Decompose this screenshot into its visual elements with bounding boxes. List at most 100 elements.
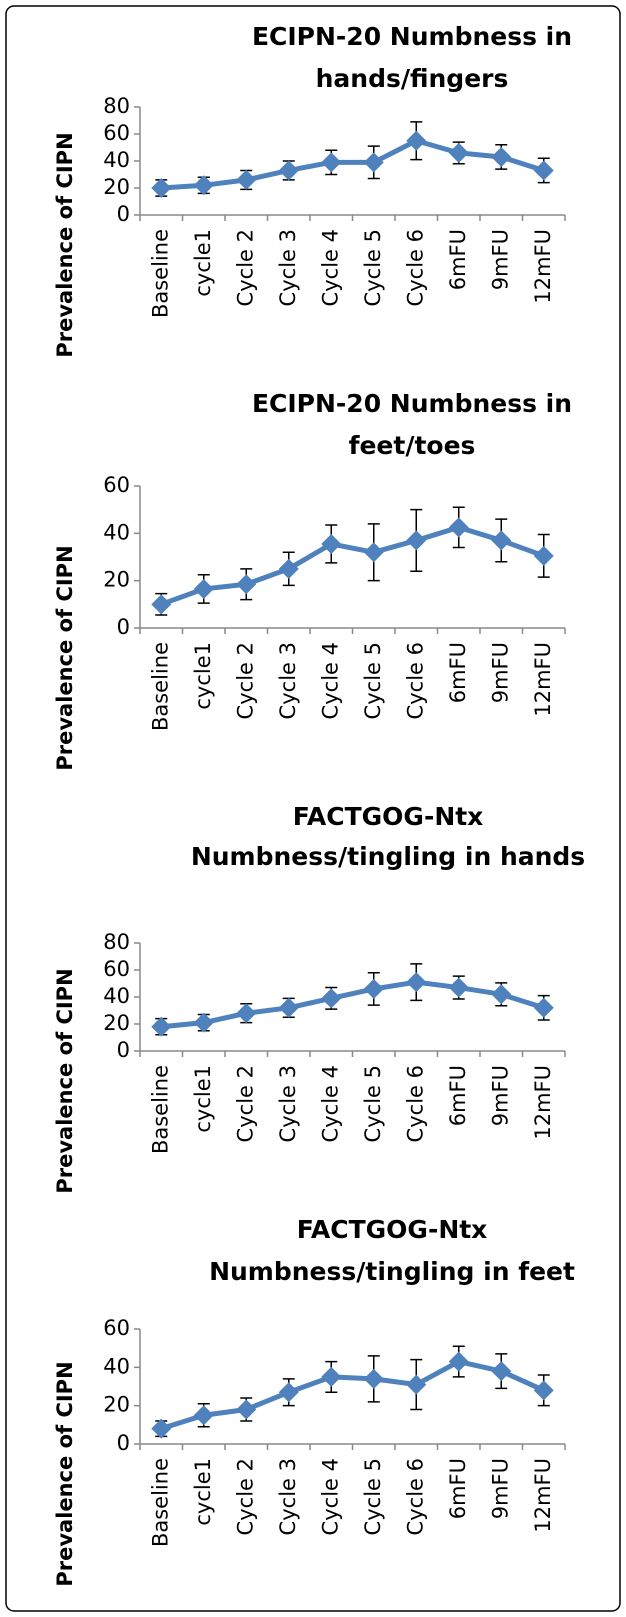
x-tick-label: 12mFU xyxy=(531,1065,555,1140)
x-tick-label: Cycle 4 xyxy=(318,642,342,719)
marker xyxy=(491,530,512,551)
y-axis-label: Prevalence of CIPN xyxy=(53,968,77,1193)
chart-title: hands/fingers xyxy=(316,64,509,93)
x-tick-label: Cycle 2 xyxy=(233,229,257,306)
x-tick-label: Baseline xyxy=(148,229,172,318)
chart-title: feet/toes xyxy=(349,431,476,460)
marker xyxy=(363,542,384,563)
x-tick-label: Cycle 3 xyxy=(276,1065,300,1142)
chart-title: ECIPN-20 Numbness in xyxy=(252,389,572,418)
y-tick-label: 40 xyxy=(103,520,130,544)
x-tick-label: Cycle 6 xyxy=(403,1065,427,1142)
y-tick-label: 20 xyxy=(103,175,130,199)
marker xyxy=(321,1366,342,1387)
x-tick-label: Cycle 5 xyxy=(361,1065,385,1142)
x-tick-label: 12mFU xyxy=(531,642,555,717)
x-tick-label: 9mFU xyxy=(488,1458,512,1519)
x-tick-label: 9mFU xyxy=(488,229,512,290)
marker xyxy=(193,578,214,599)
marker xyxy=(278,558,299,579)
marker xyxy=(193,175,214,196)
marker xyxy=(448,517,469,538)
marker xyxy=(236,574,257,595)
marker xyxy=(406,530,427,551)
marker xyxy=(448,142,469,163)
x-tick-label: cycle1 xyxy=(191,1065,215,1133)
y-axis-label: Prevalence of CIPN xyxy=(53,1361,77,1586)
x-tick-label: Cycle 3 xyxy=(276,1458,300,1535)
marker xyxy=(533,997,554,1018)
marker xyxy=(448,977,469,998)
x-tick-label: Cycle 3 xyxy=(276,642,300,719)
marker xyxy=(363,152,384,173)
marker xyxy=(406,130,427,151)
x-tick-label: 6mFU xyxy=(446,1065,470,1126)
marker xyxy=(151,1016,172,1037)
y-tick-label: 0 xyxy=(117,1038,130,1062)
chart-title: FACTGOG-Ntx xyxy=(293,802,484,831)
y-tick-label: 20 xyxy=(103,1011,130,1035)
x-tick-label: 6mFU xyxy=(446,642,470,703)
x-tick-label: 6mFU xyxy=(446,1458,470,1519)
y-tick-label: 60 xyxy=(103,1316,130,1340)
x-tick-label: Cycle 6 xyxy=(403,229,427,306)
x-tick-label: Cycle 5 xyxy=(361,642,385,719)
y-tick-label: 0 xyxy=(117,202,130,226)
y-tick-label: 20 xyxy=(103,568,130,592)
marker xyxy=(151,178,172,198)
y-tick-label: 40 xyxy=(103,1354,130,1378)
marker xyxy=(236,1003,257,1024)
x-tick-label: Baseline xyxy=(148,1065,172,1154)
series-line xyxy=(161,138,545,191)
x-tick-label: Baseline xyxy=(148,1458,172,1547)
x-tick-label: cycle1 xyxy=(191,229,215,297)
marker xyxy=(151,1418,172,1439)
marker xyxy=(406,972,427,993)
y-tick-label: 40 xyxy=(103,148,130,172)
marker xyxy=(321,533,342,554)
y-axis-label: Prevalence of CIPN xyxy=(53,132,77,357)
chart-title: Numbness/tingling in feet xyxy=(209,1257,575,1286)
x-tick-label: Baseline xyxy=(148,642,172,731)
y-axis-label: Prevalence of CIPN xyxy=(53,545,77,770)
marker xyxy=(278,997,299,1018)
x-tick-label: 12mFU xyxy=(531,229,555,304)
y-tick-label: 0 xyxy=(117,615,130,639)
marker xyxy=(491,984,512,1005)
y-tick-label: 0 xyxy=(117,1431,130,1455)
marker xyxy=(363,978,384,999)
marker xyxy=(363,1368,384,1389)
x-tick-label: Cycle 6 xyxy=(403,642,427,719)
x-tick-label: Cycle 2 xyxy=(233,1458,257,1535)
x-tick-label: Cycle 6 xyxy=(403,1458,427,1535)
y-tick-label: 60 xyxy=(103,121,130,145)
x-tick-label: Cycle 5 xyxy=(361,229,385,306)
marker xyxy=(321,152,342,173)
marker xyxy=(533,1380,554,1401)
x-tick-label: Cycle 4 xyxy=(318,229,342,306)
y-tick-label: 60 xyxy=(103,957,130,981)
x-tick-label: cycle1 xyxy=(191,642,215,710)
marker xyxy=(278,1382,299,1403)
chart-title: Numbness/tingling in hands xyxy=(191,842,585,871)
x-tick-label: 12mFU xyxy=(531,1458,555,1533)
series-line xyxy=(160,524,545,607)
series-line xyxy=(160,1359,545,1432)
x-tick-label: Cycle 3 xyxy=(276,229,300,306)
marker xyxy=(278,160,299,181)
marker xyxy=(236,169,257,190)
marker xyxy=(533,545,554,566)
y-tick-label: 80 xyxy=(103,930,130,954)
marker xyxy=(193,1405,214,1426)
x-tick-label: 6mFU xyxy=(446,229,470,290)
frame xyxy=(5,5,621,1612)
x-tick-label: Cycle 4 xyxy=(318,1065,342,1142)
marker xyxy=(151,594,172,615)
marker xyxy=(448,1351,469,1372)
x-tick-label: Cycle 2 xyxy=(233,642,257,719)
marker xyxy=(321,988,342,1009)
series-line xyxy=(161,979,545,1030)
y-tick-label: 60 xyxy=(103,473,130,497)
